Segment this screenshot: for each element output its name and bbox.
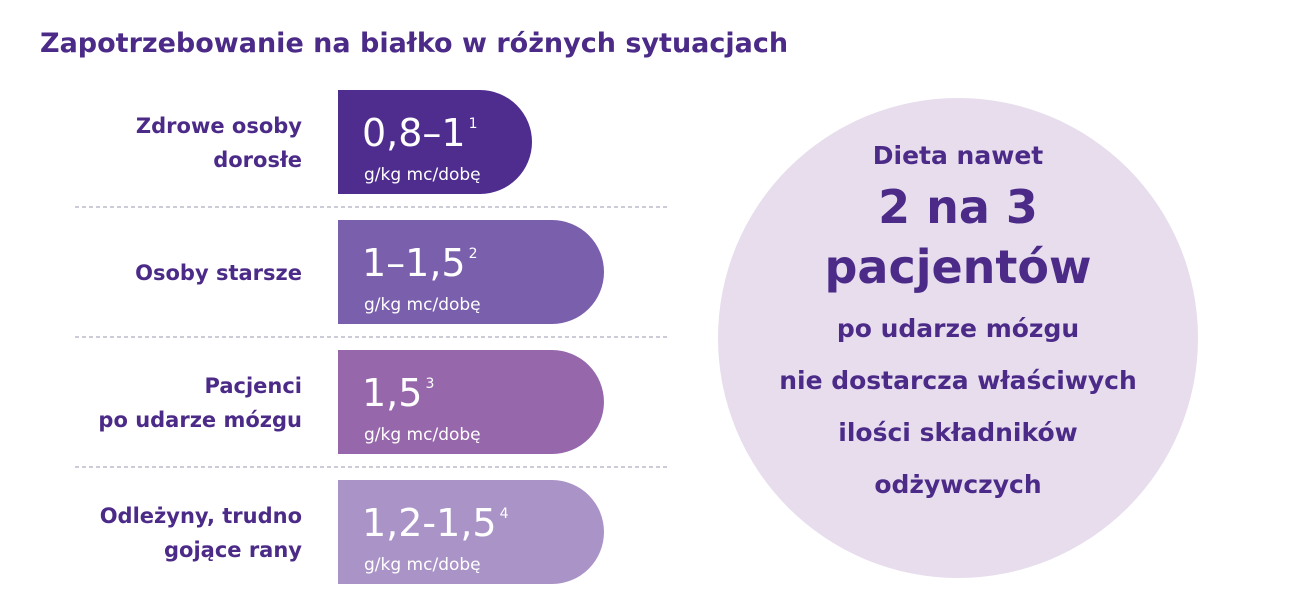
value: 1–1,5 xyxy=(362,241,466,285)
title: Zapotrzebowanie na białko w różnych sytu… xyxy=(40,28,788,59)
row-label: gojące rany xyxy=(164,538,302,562)
value-badge xyxy=(338,350,604,454)
value-text: 1,2-1,5 4 xyxy=(362,501,509,545)
circle-highlight: pacjentów xyxy=(824,240,1091,294)
value-text: 1,5 3 xyxy=(362,371,434,415)
value-text: 0,8–1 1 xyxy=(362,111,478,155)
circle-highlight: 2 na 3 xyxy=(878,180,1038,234)
footnote-ref: 2 xyxy=(469,246,478,262)
circle-body: odżywczych xyxy=(874,470,1041,499)
row-label: Zdrowe osoby xyxy=(136,114,302,138)
value: 1,2-1,5 xyxy=(362,501,497,545)
unit: g/kg mc/dobę xyxy=(364,295,481,315)
value-badge xyxy=(338,90,532,194)
row-label: Odleżyny, trudno xyxy=(100,504,302,528)
unit: g/kg mc/dobę xyxy=(364,165,481,185)
row-label: Osoby starsze xyxy=(135,261,302,285)
row-label: dorosłe xyxy=(213,148,302,172)
value: 1,5 xyxy=(362,371,422,415)
footnote-ref: 1 xyxy=(469,116,478,132)
unit: g/kg mc/dobę xyxy=(364,425,481,445)
value: 0,8–1 xyxy=(362,111,466,155)
row-label: po udarze mózgu xyxy=(98,408,302,432)
value-badge xyxy=(338,480,604,584)
footnote-ref: 3 xyxy=(425,376,434,392)
circle-body: ilości składników xyxy=(838,418,1077,447)
circle-intro: Dieta nawet xyxy=(873,141,1044,170)
unit: g/kg mc/dobę xyxy=(364,555,481,575)
value-badge xyxy=(338,220,604,324)
circle-body: po udarze mózgu xyxy=(837,314,1079,343)
circle-body: nie dostarcza właściwych xyxy=(779,366,1137,395)
circle-background xyxy=(718,98,1198,578)
value-text: 1–1,5 2 xyxy=(362,241,478,285)
row-label: Pacjenci xyxy=(205,374,302,398)
footnote-ref: 4 xyxy=(500,506,509,522)
